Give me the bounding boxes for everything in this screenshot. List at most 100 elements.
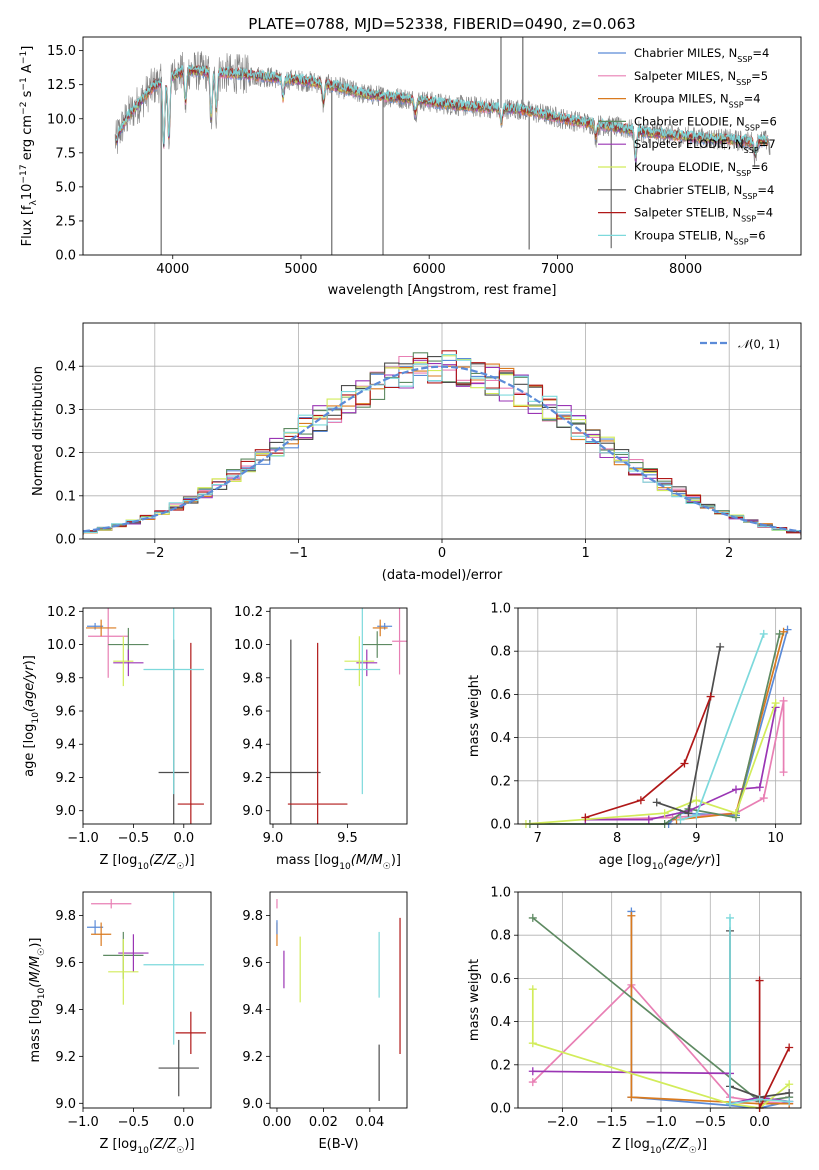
- x-tick-label: −2: [145, 546, 164, 561]
- x-tick-label: 0.0: [749, 1115, 770, 1130]
- age_vs_Z-plot-area: [86, 608, 204, 824]
- massweight-marker-salpeter_miles: [759, 794, 768, 803]
- y-tick-label: 9.0: [55, 804, 76, 819]
- y-tick-label: 9.8: [242, 671, 263, 686]
- massweight-marker-kroupa_elodie: [785, 1080, 794, 1089]
- massweight-marker-kroupa_stelib: [759, 629, 768, 638]
- y-tick-label: 0.0: [490, 1102, 511, 1117]
- axes-massweight_vs_Z: −2.0 −1.5 −1.0 −0.5 0.0 0.0 0.2 0.4 0.6 0.8 1.0: [490, 886, 802, 1130]
- x-tick-label: 5000: [284, 262, 317, 277]
- massweight-marker-salpeter_stelib: [680, 759, 689, 768]
- mass_vs_Z-ylabel: mass [log10(M/M☉)]: [28, 938, 47, 1063]
- legend-label-kroupa_elodie: Kroupa ELODIE, NSSP=6: [634, 160, 768, 178]
- spectrum-ylabel: Flux [fλ10−17 erg cm−2 s−1 A−1]: [19, 46, 39, 247]
- massweight-marker-kroupa_elodie: [692, 796, 701, 805]
- y-tick-label: 1.0: [490, 602, 511, 617]
- axes-age_vs_mass: 9.0 9.5 9.0 9.2 9.4 9.6 9.8 10.0 10.2: [234, 605, 408, 846]
- y-tick-label: 1.0: [490, 886, 511, 901]
- x-tick-label: 8: [613, 831, 621, 846]
- residuals-xlabel: (data-model)/error: [382, 568, 503, 583]
- mass_vs_EBV-xlabel: E(B-V): [318, 1137, 358, 1152]
- massweight-marker-salpeter_miles: [528, 1078, 537, 1087]
- y-tick-label: 9.8: [242, 909, 263, 924]
- y-tick-label: 9.4: [242, 1003, 263, 1018]
- y-tick-label: 9.6: [242, 956, 263, 971]
- x-tick-label: 2: [725, 546, 733, 561]
- y-tick-label: 7.5: [55, 146, 76, 161]
- y-tick-label: 0.0: [55, 249, 76, 264]
- x-tick-label: −0.5: [118, 1115, 150, 1130]
- massweight-marker-salpeter_stelib: [581, 813, 590, 822]
- y-tick-label: 10.0: [47, 638, 76, 653]
- residuals-legend: 𝒩(0, 1): [700, 337, 780, 351]
- mass_vs_EBV-plot-area: [276, 899, 401, 1101]
- massweight_vs_age-ylabel: mass weight: [467, 675, 482, 757]
- legend-label-kroupa_stelib: Kroupa STELIB, NSSP=6: [634, 228, 766, 246]
- x-tick-label: 8000: [669, 262, 702, 277]
- x-tick-label: −1.0: [67, 1115, 99, 1130]
- y-tick-label: 0.2: [490, 774, 511, 789]
- age_vs_Z-ylabel: age [log10(age/yr)]: [22, 655, 41, 777]
- legend-label-salpeter_stelib: Salpeter STELIB, NSSP=4: [634, 206, 773, 224]
- axes-mass_vs_EBV: 0.00 0.02 0.04 9.0 9.2 9.4 9.6 9.8: [242, 891, 408, 1130]
- x-tick-label: 1: [581, 546, 589, 561]
- x-tick-label: −1.5: [596, 1115, 628, 1130]
- massweight-marker-kroupa_stelib: [785, 1097, 794, 1106]
- legend-label-chabrier_elodie: Chabrier ELODIE, NSSP=6: [634, 114, 777, 131]
- massweight-line-chabrier_miles: [668, 629, 789, 825]
- y-tick-label: 0.3: [55, 403, 76, 418]
- massweight-marker-salpeter_elodie: [755, 783, 764, 792]
- massweight-marker-kroupa_elodie: [528, 1039, 537, 1048]
- y-tick-label: 9.2: [55, 1050, 76, 1065]
- spectrum-legend: Chabrier MILES, NSSP=4 Salpeter MILES, NS…: [598, 46, 777, 246]
- histogram-plot-area: [83, 350, 801, 536]
- x-tick-label: −1.0: [67, 831, 99, 846]
- x-tick-label: 7000: [541, 262, 574, 277]
- y-tick-label: 0.0: [490, 818, 511, 833]
- massweight_vs_Z-ylabel: mass weight: [467, 959, 482, 1041]
- massweight-line-salpeter_elodie: [585, 707, 777, 821]
- y-tick-label: 9.2: [242, 1050, 263, 1065]
- massweight-marker-kroupa_miles: [627, 1093, 636, 1102]
- axes-frame: [82, 607, 212, 825]
- gaussian-reference-line: [83, 365, 801, 533]
- x-tick-label: 10: [767, 831, 784, 846]
- y-tick-label: 0.6: [490, 972, 511, 987]
- legend-label-chabrier_miles: Chabrier MILES, NSSP=4: [634, 46, 769, 64]
- legend-label-salpeter_miles: Salpeter MILES, NSSP=5: [634, 69, 768, 87]
- y-tick-label: 9.4: [55, 738, 76, 753]
- massweight-marker-kroupa_miles: [627, 911, 636, 920]
- x-tick-label: 0.00: [262, 1115, 291, 1130]
- legend-label-salpeter_elodie: Salpeter ELODIE, NSSP=7: [634, 137, 776, 155]
- x-tick-label: −0.5: [694, 1115, 726, 1130]
- legend-label-gaussian: 𝒩(0, 1): [738, 337, 780, 351]
- model-line-kroupa_stelib: [115, 64, 769, 159]
- x-tick-label: 6000: [413, 262, 446, 277]
- y-tick-label: 10.0: [234, 638, 263, 653]
- y-tick-label: 9.6: [55, 956, 76, 971]
- x-tick-label: −1: [289, 546, 308, 561]
- y-tick-label: 10.2: [47, 605, 76, 620]
- y-tick-label: 0.6: [490, 688, 511, 703]
- massweight_vs_age-xlabel: age [log10(age/yr)]: [599, 853, 721, 872]
- residuals-ylabel: Normed distribution: [31, 366, 46, 496]
- y-tick-label: 0.2: [490, 1058, 511, 1073]
- x-tick-label: 0.02: [309, 1115, 338, 1130]
- massweight-marker-chabrier_stelib: [716, 642, 725, 651]
- y-tick-label: 0.1: [55, 489, 76, 504]
- massweight-marker-chabrier_stelib: [684, 809, 693, 818]
- y-tick-label: 10.2: [234, 605, 263, 620]
- massweight-marker-salpeter_stelib: [785, 1043, 794, 1052]
- massweight-marker-salpeter_stelib: [706, 692, 715, 701]
- massweight-line-kroupa_stelib: [729, 917, 790, 1105]
- y-tick-label: 0.2: [55, 446, 76, 461]
- y-tick-label: 0.4: [490, 1015, 511, 1030]
- y-tick-label: 15.0: [47, 44, 76, 59]
- y-tick-label: 9.8: [55, 671, 76, 686]
- massweight-marker-salpeter_stelib: [755, 976, 764, 985]
- mass_vs_Z-xlabel: Z [log10(Z/Z☉)]: [99, 1137, 194, 1156]
- y-tick-label: 12.5: [47, 78, 76, 93]
- x-tick-label: 0.0: [173, 1115, 194, 1130]
- massweight-marker-kroupa_elodie: [731, 809, 740, 818]
